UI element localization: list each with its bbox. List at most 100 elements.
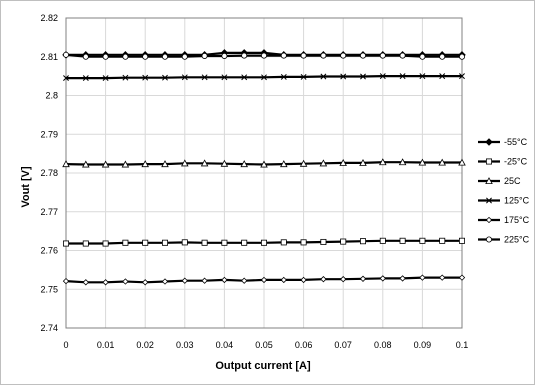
- legend-label: 175°C: [504, 215, 530, 225]
- legend-marker: [485, 216, 493, 224]
- data-point: [458, 274, 466, 281]
- x-tick-label: 0.04: [216, 340, 234, 350]
- data-point: [181, 53, 188, 60]
- data-point: [419, 53, 426, 60]
- data-point: [399, 237, 406, 244]
- data-point: [221, 52, 228, 59]
- data-point: [161, 239, 168, 246]
- legend-marker: [485, 138, 493, 146]
- data-point: [379, 73, 386, 80]
- data-point: [280, 73, 287, 80]
- data-point: [439, 237, 446, 244]
- data-point: [339, 158, 347, 166]
- data-point: [200, 159, 209, 167]
- x-axis-ticks: 0 0.01 0.02 0.03 0.04 0.05 0.06 0.07 0.08 0.09 0.1: [63, 340, 468, 350]
- x-tick-label: 0.06: [295, 340, 313, 350]
- data-point: [300, 239, 307, 246]
- data-point: [359, 238, 366, 245]
- x-tick-label: 0.1: [456, 340, 469, 350]
- y-tick-label: 2.77: [40, 207, 58, 217]
- data-point: [320, 276, 327, 283]
- data-point: [142, 279, 149, 286]
- data-point: [201, 277, 208, 284]
- data-point: [161, 160, 169, 168]
- data-point: [62, 277, 70, 285]
- data-point: [359, 52, 366, 59]
- data-point: [399, 52, 406, 59]
- data-point: [359, 158, 367, 166]
- data-point: [360, 73, 366, 80]
- series-3: [62, 158, 466, 168]
- x-tick-label: 0.05: [255, 340, 273, 350]
- data-point: [379, 52, 386, 59]
- data-point: [439, 73, 446, 80]
- legend-marker: [485, 158, 492, 165]
- y-tick-label: 2.82: [40, 13, 58, 23]
- data-point: [340, 238, 347, 245]
- data-point: [122, 74, 129, 81]
- data-point: [221, 276, 228, 284]
- data-point: [300, 73, 307, 80]
- x-tick-label: 0.02: [136, 340, 154, 350]
- data-point: [122, 278, 129, 285]
- x-tick-label: 0.09: [414, 340, 432, 350]
- legend-entry: 175°C: [478, 215, 530, 225]
- data-point: [379, 237, 386, 244]
- data-point: [260, 239, 267, 246]
- data-point: [240, 160, 248, 168]
- data-point: [102, 279, 109, 286]
- legend-entry: -55°C: [478, 137, 528, 147]
- data-point: [201, 52, 208, 59]
- series-layer: [62, 49, 466, 286]
- data-point: [458, 53, 465, 60]
- y-tick-label: 2.74: [40, 323, 58, 333]
- y-tick-label: 2.81: [40, 52, 58, 62]
- data-point: [419, 237, 426, 244]
- y-tick-label: 2.78: [40, 168, 58, 178]
- legend-marker: [485, 177, 493, 185]
- data-point: [241, 74, 248, 81]
- data-point: [82, 240, 89, 247]
- data-point: [260, 52, 267, 59]
- data-point: [102, 53, 109, 60]
- data-point: [458, 158, 466, 166]
- data-point: [359, 275, 367, 282]
- data-point: [161, 53, 168, 60]
- data-point: [320, 52, 327, 59]
- data-point: [438, 158, 446, 166]
- y-axis-ticks: 2.74 2.75 2.76 2.77 2.78 2.79 2.8 2.81 2.82: [40, 13, 58, 333]
- data-point: [340, 52, 347, 59]
- legend-entry: 225°C: [478, 235, 530, 245]
- data-point: [419, 274, 426, 281]
- data-point: [181, 277, 188, 284]
- legend-label: -55°C: [504, 137, 528, 147]
- data-point: [181, 159, 189, 167]
- data-point: [280, 160, 288, 168]
- data-point: [280, 52, 287, 59]
- y-tick-label: 2.8: [45, 91, 58, 101]
- data-point: [162, 74, 168, 81]
- x-axis-label: Output current [A]: [215, 360, 311, 372]
- data-point: [419, 73, 426, 80]
- data-point: [82, 75, 89, 82]
- data-point: [399, 73, 406, 80]
- y-tick-label: 2.79: [40, 129, 58, 139]
- data-point: [439, 274, 446, 281]
- data-point: [142, 74, 149, 81]
- data-point: [82, 160, 90, 168]
- data-point: [141, 160, 149, 168]
- y-tick-label: 2.76: [40, 246, 58, 256]
- data-point: [319, 159, 328, 167]
- series-5: [62, 274, 466, 286]
- data-point: [62, 160, 70, 168]
- data-point: [241, 239, 248, 246]
- data-point: [399, 275, 406, 282]
- data-point: [280, 276, 287, 284]
- data-point: [300, 276, 307, 284]
- data-point: [459, 73, 465, 80]
- legend-label: -25°C: [504, 157, 528, 167]
- data-point: [121, 160, 130, 168]
- data-point: [260, 276, 268, 284]
